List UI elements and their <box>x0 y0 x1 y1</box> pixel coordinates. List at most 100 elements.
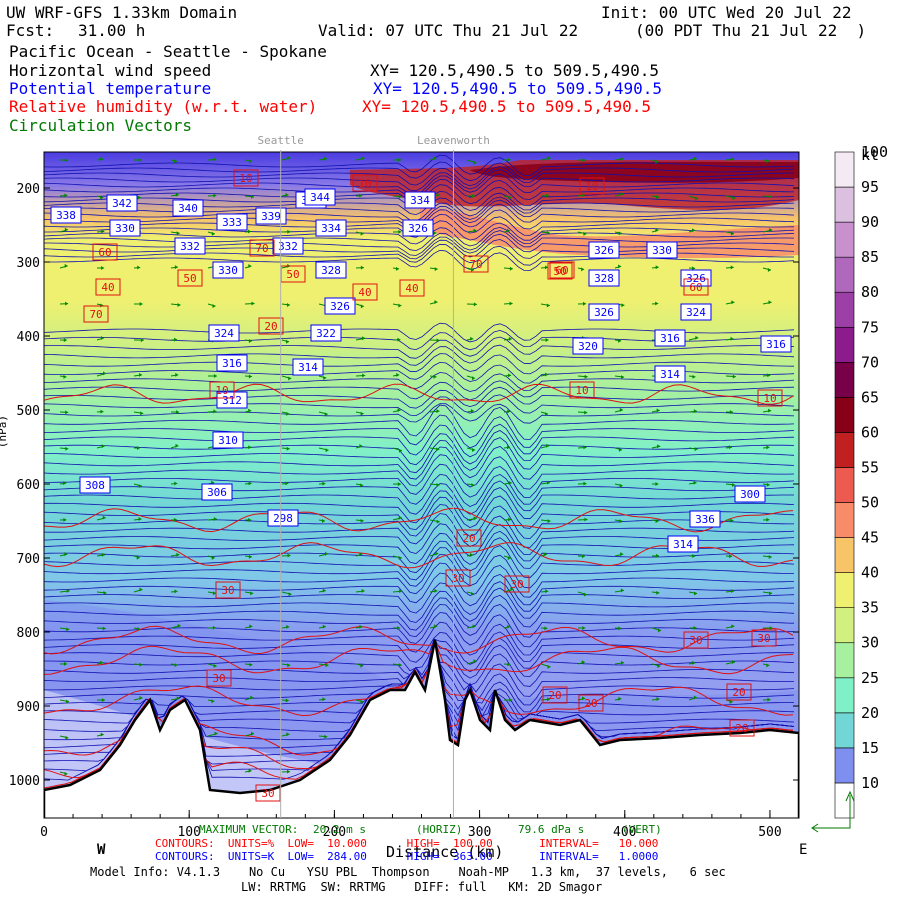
wind-vector-head <box>250 695 254 700</box>
theta-contour <box>44 621 795 656</box>
colorbar-swatch <box>834 151 855 188</box>
wind-vector-head <box>507 556 511 561</box>
colorbar-unit: kt <box>861 146 879 164</box>
wind-vector-head <box>767 267 771 272</box>
wind-vector-head <box>285 698 289 703</box>
rh-label: 40 <box>405 282 418 295</box>
wind-vector-head <box>101 444 105 449</box>
wind-vector-head <box>768 408 772 413</box>
theta-contour <box>44 199 795 222</box>
theta-contour <box>44 587 795 623</box>
wind-vector-head <box>65 735 69 740</box>
wind-vector-head <box>359 624 363 629</box>
wind-vector-head <box>656 590 660 595</box>
wind-vector-head <box>359 552 363 557</box>
wind-vector-head <box>508 517 512 522</box>
wind-vector-head <box>139 301 143 306</box>
rh-label: 20 <box>732 686 745 699</box>
theta-contour <box>44 380 795 401</box>
theta-label: 316 <box>660 332 680 345</box>
theta-label: 330 <box>218 264 238 277</box>
wind-vector-head <box>101 698 105 703</box>
theta-label: 342 <box>112 197 132 210</box>
theta-contour <box>44 196 795 217</box>
theta-label-box <box>324 297 356 315</box>
colorbar-swatch <box>834 502 855 538</box>
wind-vector-head <box>250 591 254 596</box>
theta-label: 314 <box>660 368 680 381</box>
theta-label-box <box>689 510 721 528</box>
wind-vector-head <box>583 301 587 306</box>
theta-label: 322 <box>316 327 336 340</box>
colorbar-level-label: 15 <box>861 739 879 757</box>
rh-label-box <box>215 581 241 599</box>
wind-vector-head <box>730 336 734 341</box>
wind-vector-head <box>508 195 512 200</box>
x-axis-title: Distance (km) <box>386 843 504 861</box>
wind-vector-head <box>249 159 253 164</box>
rh-label-box <box>233 169 259 187</box>
field-theta-xy: XY= 120.5,490.5 to 509.5,490.5 <box>373 79 662 98</box>
colorbar-level-label: 50 <box>861 494 879 512</box>
wind-vector-head <box>63 338 67 343</box>
wind-vector-head <box>286 732 290 737</box>
colorbar-swatch <box>834 467 855 503</box>
wind-vector-head <box>362 336 366 341</box>
wind-vector-head <box>211 231 215 236</box>
wind-vector-head <box>618 264 622 269</box>
wind-vector-head <box>545 412 549 417</box>
wind-vector-head <box>398 303 402 308</box>
rh-label: 10 <box>239 172 252 185</box>
rh-label: 20 <box>264 320 277 333</box>
theta-contour <box>44 504 794 540</box>
rh-label-box <box>579 177 605 195</box>
wind-vector-head <box>322 697 326 702</box>
wind-vector-head <box>692 660 696 665</box>
wind-vector-head <box>211 699 215 704</box>
init-time: Init: 00 UTC Wed 20 Jul 22 <box>601 3 852 22</box>
theta-label-box <box>402 219 434 237</box>
wind-vector-head <box>395 266 399 271</box>
local-time: (00 PDT Thu 21 Jul 22 ) <box>635 21 867 40</box>
wind-vector-head <box>655 195 659 200</box>
wind-vector-head <box>324 412 328 417</box>
wind-vector-head <box>248 408 252 413</box>
wind-vector-head <box>398 194 402 199</box>
theta-contour <box>44 386 795 409</box>
theta-contour <box>44 336 795 359</box>
wind-vector-head <box>693 409 697 414</box>
wind-vector-head <box>766 517 770 522</box>
theta-contour <box>44 414 795 449</box>
wind-vector-head <box>322 588 326 593</box>
rh-label-box <box>683 631 709 649</box>
wind-vector-head <box>655 519 659 524</box>
wind-vector-head <box>656 553 660 558</box>
wind-vector-head <box>213 157 217 162</box>
wind-vector-head <box>64 771 68 776</box>
wind-vector-head <box>693 156 697 161</box>
theta-contour <box>44 562 795 598</box>
wind-vector-head <box>731 157 735 162</box>
colorbar-swatch <box>834 326 855 363</box>
wind-vector-head <box>398 663 402 668</box>
wind-vector-head <box>546 231 550 236</box>
wind-vector-head <box>768 194 772 199</box>
colorbar-swatch <box>834 642 855 679</box>
colorbar-level-label: 30 <box>861 634 879 652</box>
wind-vector-head <box>324 734 328 739</box>
wind-vector-head <box>175 443 179 448</box>
rh-label: 50 <box>183 272 196 285</box>
wind-vector-head <box>657 444 661 449</box>
wind-vector-head <box>471 483 475 488</box>
theta-label-box <box>201 483 233 501</box>
wind-vector-head <box>176 231 180 236</box>
wind-vector-head <box>288 592 292 597</box>
theta-label-box <box>106 194 138 212</box>
wind-vector-head <box>436 409 440 414</box>
vert-vector-value: 79.6 dPa s <box>518 823 585 836</box>
wind-vector-head <box>581 660 585 665</box>
wind-vector-head <box>100 335 104 340</box>
rh-label: 60 <box>98 246 111 259</box>
wind-vector-head <box>360 411 364 416</box>
colorbar-swatch <box>834 362 855 398</box>
